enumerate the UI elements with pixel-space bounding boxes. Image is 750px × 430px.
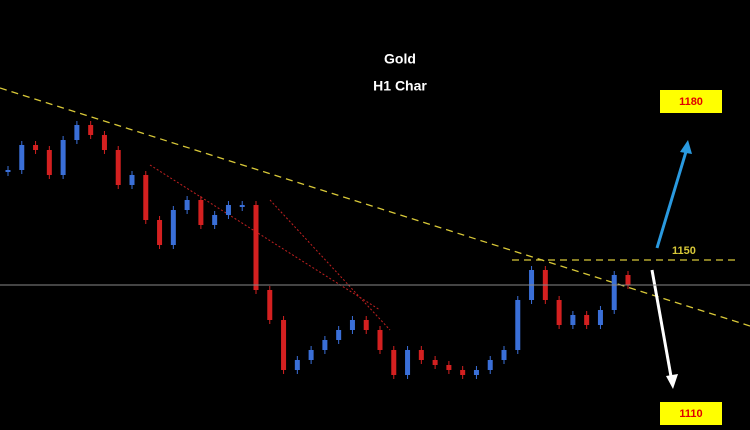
down-arrow-head [666, 374, 678, 389]
candle [74, 125, 80, 140]
candle [88, 125, 94, 135]
candle [336, 330, 342, 340]
candle [349, 320, 355, 330]
candle [170, 210, 176, 245]
candle [515, 300, 521, 350]
candle [377, 330, 383, 350]
candle [60, 140, 66, 175]
candle [405, 350, 411, 375]
candle [143, 175, 149, 220]
candle [239, 205, 245, 207]
candle [611, 275, 617, 310]
candle [501, 350, 507, 360]
candle [184, 200, 190, 210]
target-label: 1180 [679, 96, 703, 108]
candle [570, 315, 576, 325]
candle [115, 150, 121, 185]
candle [460, 370, 466, 375]
target-box [660, 402, 722, 425]
candle [597, 310, 603, 325]
candle [308, 350, 314, 360]
candle [225, 205, 231, 215]
candle [584, 315, 590, 325]
candle [294, 360, 300, 370]
channel-line [269, 199, 391, 331]
candle [157, 220, 163, 245]
candle [198, 200, 204, 225]
down-arrow [650, 269, 674, 383]
candle [363, 320, 369, 330]
candle [625, 275, 631, 285]
candle [19, 145, 25, 170]
candle [46, 150, 52, 175]
candle [556, 300, 562, 325]
candle [391, 350, 397, 375]
chart-title: Gold [384, 51, 416, 67]
chart-subtitle: H1 Char [373, 78, 427, 94]
candle [33, 145, 39, 150]
candle [101, 135, 107, 150]
candle [446, 365, 452, 370]
candle [281, 320, 287, 370]
candle [418, 350, 424, 360]
channel-line [149, 164, 381, 311]
candle [432, 360, 438, 365]
plot [5, 121, 631, 379]
up-arrow-head [680, 140, 692, 154]
candle [212, 215, 218, 225]
candle [473, 370, 479, 375]
target-box [660, 90, 722, 113]
candle [5, 170, 11, 172]
candle [487, 360, 493, 370]
target-label: 1110 [679, 408, 702, 420]
resistance-label: 1150 [672, 245, 696, 257]
candle [129, 175, 135, 185]
candle [322, 340, 328, 350]
candle [253, 205, 259, 290]
up-arrow [655, 144, 690, 249]
candle [267, 290, 273, 320]
